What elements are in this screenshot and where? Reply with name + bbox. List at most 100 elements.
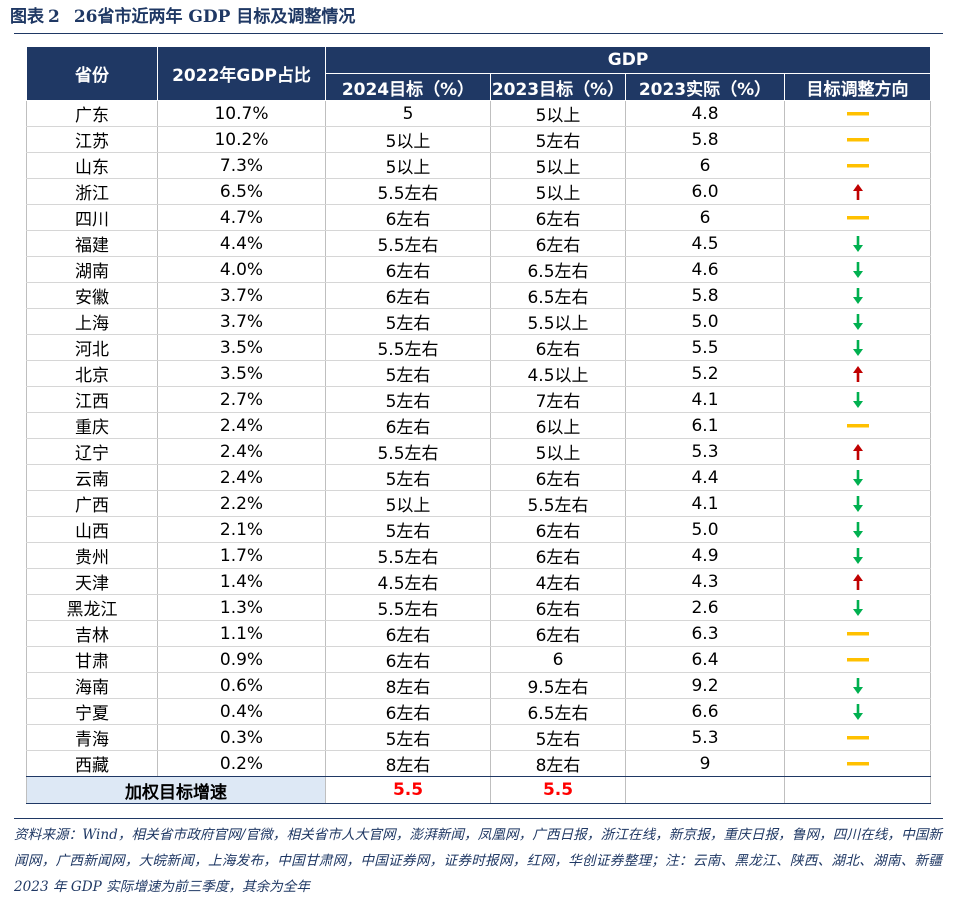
cell-target-2023: 6左右 [490,594,626,621]
cell-direction [784,750,932,777]
cell-target-2023: 6.5左右 [490,256,626,283]
cell-share: 2.7% [157,386,326,413]
cell-target-2023: 5以上 [490,438,626,465]
figure-title-text: 26省市近两年 GDP 目标及调整情况 [73,7,356,27]
cell-target-2024: 5.5左右 [325,594,491,621]
cell-target-2023: 5以上 [490,100,626,127]
cell-target-2023: 9.5左右 [490,672,626,699]
table-row: 广东 10.7% 5 5以上 4.8 [26,100,932,127]
table-row: 上海 3.7% 5左右 5.5以上 5.0 [26,308,932,335]
cell-share: 4.7% [157,204,326,231]
arrow-down-icon [848,390,868,410]
cell-target-2024: 6左右 [325,620,491,647]
table-row: 湖南 4.0% 6左右 6.5左右 4.6 [26,256,932,283]
cell-actual-2023: 4.1 [625,490,785,517]
cell-actual-2023: 4.6 [625,256,785,283]
cell-target-2024: 5左右 [325,386,491,413]
cell-direction [784,282,932,309]
cell-actual-2023: 5.0 [625,308,785,335]
arrow-down-icon [848,260,868,280]
cell-direction [784,438,932,465]
weighted-actual-empty [625,776,785,804]
table-row: 海南 0.6% 8左右 9.5左右 9.2 [26,672,932,699]
cell-province: 青海 [26,724,158,751]
table-row: 重庆 2.4% 6左右 6以上 6.1 [26,412,932,439]
cell-actual-2023: 6.3 [625,620,785,647]
arrow-down-icon [848,546,868,566]
cell-share: 4.4% [157,230,326,257]
cell-share: 0.6% [157,672,326,699]
cell-province: 广东 [26,100,158,127]
dash-icon [846,156,870,176]
cell-province: 河北 [26,334,158,361]
cell-share: 2.4% [157,412,326,439]
arrow-up-icon [848,442,868,462]
cell-target-2024: 5左右 [325,724,491,751]
dash-icon [846,208,870,228]
cell-province: 西藏 [26,750,158,777]
cell-share: 2.1% [157,516,326,543]
arrow-down-icon [848,312,868,332]
arrow-down-icon [848,286,868,306]
cell-province: 宁夏 [26,698,158,725]
cell-share: 1.4% [157,568,326,595]
cell-direction [784,724,932,751]
table-row: 吉林 1.1% 6左右 6左右 6.3 [26,620,932,647]
arrow-up-icon [848,182,868,202]
cell-actual-2023: 6.1 [625,412,785,439]
cell-province: 山东 [26,152,158,179]
cell-target-2024: 6左右 [325,282,491,309]
table-row: 辽宁 2.4% 5.5左右 5以上 5.3 [26,438,932,465]
cell-target-2024: 6左右 [325,412,491,439]
cell-target-2024: 5以上 [325,152,491,179]
cell-target-2024: 5左右 [325,360,491,387]
header-province: 省份 [26,46,158,101]
cell-target-2023: 4.5以上 [490,360,626,387]
arrow-down-icon [848,598,868,618]
cell-share: 1.7% [157,542,326,569]
cell-province: 甘肃 [26,646,158,673]
cell-target-2023: 7左右 [490,386,626,413]
header-actual-2023: 2023实际（%） [625,73,785,101]
cell-target-2023: 6以上 [490,412,626,439]
cell-target-2024: 8左右 [325,672,491,699]
cell-direction [784,126,932,153]
arrow-up-icon [848,364,868,384]
table-row: 天津 1.4% 4.5左右 4左右 4.3 [26,568,932,595]
weighted-label: 加权目标增速 [26,776,326,804]
title-divider [14,33,943,34]
cell-direction [784,412,932,439]
cell-target-2023: 6.5左右 [490,698,626,725]
cell-actual-2023: 5.3 [625,438,785,465]
cell-target-2024: 5左右 [325,464,491,491]
table-row: 河北 3.5% 5.5左右 6左右 5.5 [26,334,932,361]
gdp-target-table: 省份 2022年GDP占比 GDP 2024目标（%） 2023目标（%） 20… [26,46,932,804]
weighted-direction-empty [784,776,932,804]
cell-province: 上海 [26,308,158,335]
cell-actual-2023: 4.4 [625,464,785,491]
cell-direction [784,308,932,335]
cell-target-2024: 5.5左右 [325,230,491,257]
cell-actual-2023: 6.0 [625,178,785,205]
cell-actual-2023: 4.1 [625,386,785,413]
figure-title: 图表 2 26省市近两年 GDP 目标及调整情况 [10,4,355,30]
cell-direction [784,542,932,569]
cell-direction [784,360,932,387]
cell-target-2023: 5左右 [490,126,626,153]
table-row: 甘肃 0.9% 6左右 6 6.4 [26,646,932,673]
dash-icon [846,754,870,774]
cell-target-2024: 5.5左右 [325,178,491,205]
arrow-down-icon [848,338,868,358]
cell-target-2024: 5.5左右 [325,542,491,569]
cell-share: 7.3% [157,152,326,179]
cell-actual-2023: 6 [625,204,785,231]
cell-target-2023: 5以上 [490,178,626,205]
cell-share: 3.5% [157,334,326,361]
cell-actual-2023: 6.6 [625,698,785,725]
cell-share: 6.5% [157,178,326,205]
cell-direction [784,568,932,595]
table-row: 西藏 0.2% 8左右 8左右 9 [26,750,932,777]
table-row: 四川 4.7% 6左右 6左右 6 [26,204,932,231]
cell-target-2023: 6左右 [490,204,626,231]
cell-target-2024: 5以上 [325,490,491,517]
